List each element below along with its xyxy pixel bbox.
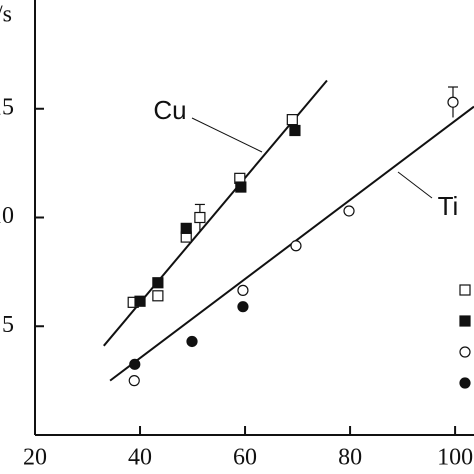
marker <box>128 375 140 387</box>
x-tick-label: 60 <box>233 445 257 471</box>
annotation: Ti <box>438 191 459 221</box>
x-tick-label: 40 <box>128 445 152 471</box>
marker <box>152 277 164 289</box>
marker <box>235 181 247 193</box>
marker <box>459 377 471 389</box>
marker <box>129 358 141 370</box>
y-tick-label: 5 <box>2 312 14 338</box>
marker <box>343 205 355 217</box>
y-tick-label: 10 <box>0 203 14 229</box>
x-tick-label: 20 <box>23 445 47 471</box>
marker <box>237 284 249 296</box>
x-tick-label: 100 <box>437 445 473 471</box>
y-tick-label: 15 <box>0 94 14 120</box>
marker <box>447 96 459 108</box>
leader-line <box>397 171 433 199</box>
marker <box>194 211 206 224</box>
marker <box>180 222 192 234</box>
leader-line <box>191 117 263 153</box>
annotation: Cu <box>153 95 186 125</box>
marker <box>459 284 471 296</box>
marker <box>152 290 164 302</box>
marker <box>237 301 249 313</box>
marker <box>289 124 301 137</box>
marker <box>286 114 298 126</box>
x-tick-label: 80 <box>338 445 362 471</box>
marker <box>290 240 302 252</box>
marker <box>459 346 471 358</box>
marker <box>134 295 146 307</box>
y-axis-label: /s <box>0 2 12 28</box>
marker <box>186 335 198 348</box>
marker <box>459 315 471 327</box>
